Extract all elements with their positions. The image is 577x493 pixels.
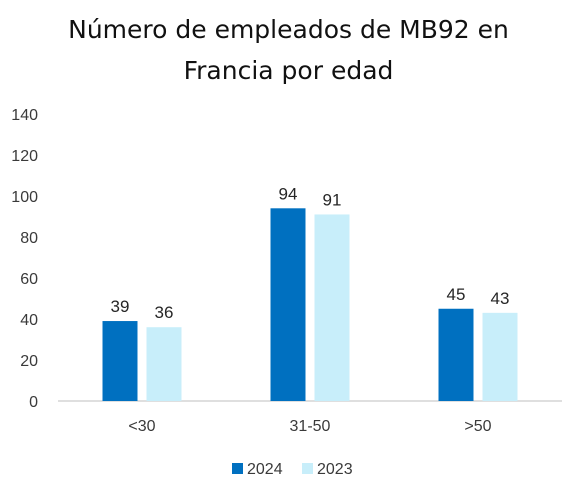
y-tick-label: 100 [11, 189, 38, 206]
data-label: 45 [447, 285, 466, 304]
legend-swatch-2024 [232, 463, 243, 474]
legend-swatch-2023 [302, 463, 313, 474]
y-tick-label: 40 [20, 312, 38, 329]
bar-2023->50 [482, 312, 518, 401]
x-tick-label: <30 [128, 418, 155, 435]
data-label: 94 [279, 184, 298, 203]
bar-2024->50 [438, 308, 474, 401]
data-label: 36 [155, 303, 174, 322]
y-tick-label: 20 [20, 353, 38, 370]
y-tick-label: 140 [11, 107, 38, 124]
y-tick-label: 0 [29, 394, 38, 411]
legend-label: 2023 [317, 461, 353, 478]
y-tick-label: 120 [11, 148, 38, 165]
bar-2024-<30 [102, 321, 138, 401]
data-label: 43 [491, 289, 510, 308]
bar-2023-31-50 [314, 214, 350, 401]
legend-label: 2024 [247, 461, 283, 478]
chart-title-line-2: Francia por edad [183, 56, 394, 85]
y-tick-label: 80 [20, 230, 38, 247]
x-tick-label: 31-50 [290, 418, 331, 435]
bar-2023-<30 [146, 327, 182, 401]
data-label: 39 [111, 297, 130, 316]
chart-title-line-1: Número de empleados de MB92 en [68, 15, 509, 44]
data-label: 91 [323, 190, 342, 209]
bar-2024-31-50 [270, 208, 306, 401]
x-tick-label: >50 [464, 418, 491, 435]
y-tick-label: 60 [20, 271, 38, 288]
